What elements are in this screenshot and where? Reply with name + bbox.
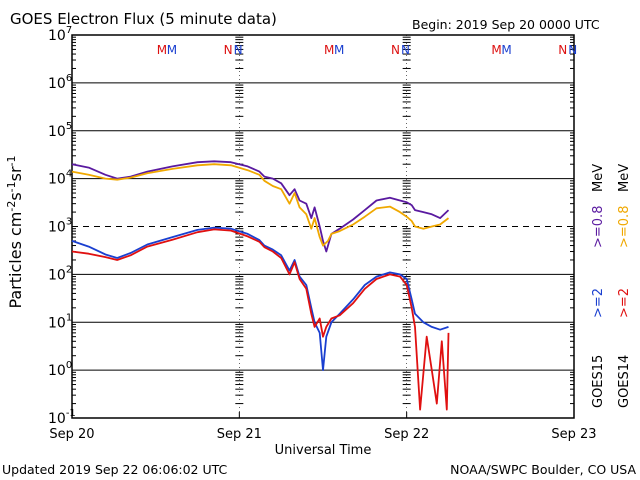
n-marker-goes15: N (234, 43, 243, 57)
legend-goes14-ge2: >=2 (617, 288, 632, 318)
series-lines (71, 160, 450, 411)
legend-goes14-ge08: >=0.8 (617, 206, 632, 248)
n-marker-goes14: N (391, 43, 400, 57)
n-marker-goes15: N (401, 43, 410, 57)
credit: NOAA/SWPC Boulder, CO USA (450, 462, 636, 477)
legend-goes15: GOES15 (591, 355, 606, 408)
y-tick-label: 106 (48, 73, 72, 92)
series-line-0 (71, 160, 450, 253)
y-tick-label: 100 (48, 360, 72, 379)
x-ticks: Sep 20 Sep 21 Sep 22 Sep 23 (49, 412, 597, 442)
y-axis-label: Particles cm-2s-1sr-1 (5, 155, 25, 308)
series-line-2 (71, 226, 449, 372)
x-tick-label: Sep 20 (49, 427, 94, 442)
y-tick-label: 101 (48, 312, 72, 331)
gridlines (72, 35, 574, 418)
series-line-3 (71, 228, 450, 411)
n-marker-goes15: N (568, 43, 577, 57)
chart-title: GOES Electron Flux (5 minute data) (10, 10, 277, 28)
legend: GOES15 GOES14 >=2 >=2 >=0.8 >=0.8 MeV Me… (591, 164, 632, 408)
legend-goes15-ge08: >=0.8 (591, 206, 606, 248)
m-marker-goes14: M (491, 43, 501, 57)
m-marker-goes15: M (167, 43, 177, 57)
updated-time: Updated 2019 Sep 22 06:06:02 UTC (2, 462, 228, 477)
x-tick-label: Sep 22 (384, 427, 429, 442)
x-tick-label: Sep 21 (217, 427, 262, 442)
m-marker-goes14: M (324, 43, 334, 57)
y-tick-label: 103 (48, 217, 72, 236)
x-axis-label: Universal Time (275, 443, 372, 458)
n-marker-goes14: N (558, 43, 567, 57)
y-tick-label: 105 (48, 121, 72, 140)
legend-unit-2: MeV (617, 164, 632, 192)
m-marker-goes14: M (157, 43, 167, 57)
m-marker-goes15: M (334, 43, 344, 57)
m-marker-goes15: M (501, 43, 511, 57)
m-n-markers: M M M M M MN N N N N N (157, 43, 578, 57)
y-tick-label: 107 (48, 25, 72, 44)
y-tick-label: 104 (48, 169, 72, 188)
n-marker-goes14: N (224, 43, 233, 57)
legend-unit-1: MeV (591, 164, 606, 192)
x-tick-label: Sep 23 (551, 427, 596, 442)
series-line-1 (71, 163, 450, 247)
y-tick-label: 102 (48, 264, 72, 283)
legend-goes14: GOES14 (617, 355, 632, 408)
begin-time: Begin: 2019 Sep 20 0000 UTC (412, 17, 600, 32)
legend-goes15-ge2: >=2 (591, 288, 606, 318)
